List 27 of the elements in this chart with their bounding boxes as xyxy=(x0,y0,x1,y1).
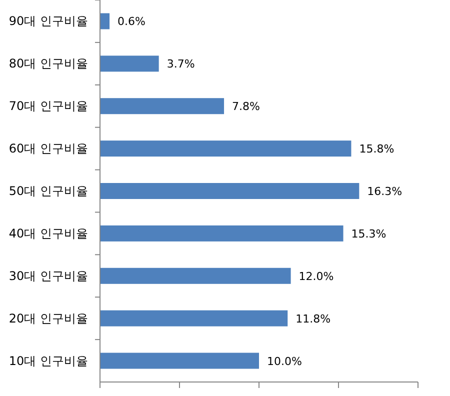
bar xyxy=(100,56,159,72)
y-tick-label: 60대 인구비율 xyxy=(8,142,88,156)
y-tick-label: 40대 인구비율 xyxy=(8,226,88,240)
y-tick-label: 80대 인구비율 xyxy=(8,56,88,71)
bar xyxy=(100,352,259,369)
y-tick-label: 20대 인구비율 xyxy=(8,311,88,326)
bar xyxy=(100,183,360,199)
y-tick-label: 50대 인구비율 xyxy=(8,184,88,198)
data-label: 0.6% xyxy=(118,15,146,28)
y-tick-label: 30대 인구비율 xyxy=(8,268,88,283)
y-tick-label: 90대 인구비율 xyxy=(8,14,88,28)
bar xyxy=(100,225,344,242)
data-label: 11.8% xyxy=(296,312,331,326)
y-tick-label: 10대 인구비율 xyxy=(8,354,88,368)
bar xyxy=(100,140,352,157)
data-label: 3.7% xyxy=(166,58,195,71)
data-label: 15.8% xyxy=(359,142,394,156)
bar xyxy=(100,13,110,30)
data-label: 7.8% xyxy=(232,100,260,114)
bar xyxy=(100,310,288,326)
data-label: 15.3% xyxy=(351,227,386,240)
data-label: 16.3% xyxy=(367,185,402,198)
bar xyxy=(100,98,224,114)
y-tick-label: 70대 인구비율 xyxy=(8,99,88,114)
data-label: 12.0% xyxy=(298,270,334,283)
bar xyxy=(100,268,291,284)
data-label: 10.0% xyxy=(267,354,302,368)
